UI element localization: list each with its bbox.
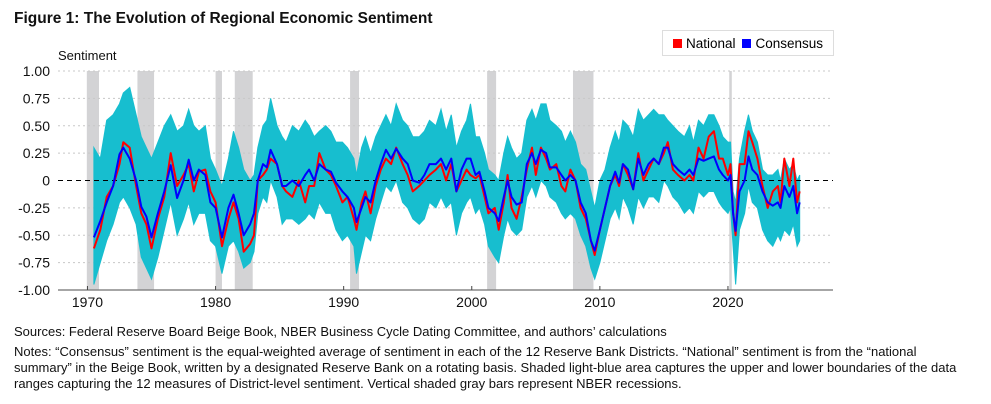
- legend-item-consensus: Consensus: [742, 36, 823, 51]
- national-swatch: [672, 38, 682, 48]
- y-tick-label: 0.25: [23, 145, 50, 161]
- legend-label: National: [685, 35, 736, 51]
- y-tick-label: -0.50: [18, 227, 50, 243]
- national-line: [92, 130, 801, 256]
- y-tick-label: -0.25: [18, 200, 50, 216]
- x-tick-label: 2020: [712, 294, 743, 310]
- x-tick-label: 2000: [456, 294, 487, 310]
- y-tick-label: 1.00: [23, 63, 50, 79]
- sources-text: Sources: Federal Reserve Board Beige Boo…: [14, 324, 667, 339]
- x-tick-label: 2010: [584, 294, 615, 310]
- y-tick-label: 0.75: [23, 90, 50, 106]
- chart-title: Figure 1: The Evolution of Regional Econ…: [14, 10, 433, 27]
- district-range-band: [93, 86, 801, 285]
- y-axis-label: Sentiment: [58, 48, 117, 63]
- legend-item-national: National: [672, 35, 736, 51]
- y-tick-label: -0.75: [18, 255, 50, 271]
- y-tick-label: -1.00: [18, 282, 50, 298]
- x-tick-label: 1980: [200, 294, 231, 310]
- x-tick-label: 1970: [72, 294, 103, 310]
- legend: National Consensus: [662, 30, 834, 56]
- y-tick-label: 0.50: [23, 118, 50, 134]
- consensus-swatch: [742, 38, 752, 48]
- legend-label: Consensus: [755, 35, 824, 51]
- consensus-line: [92, 146, 801, 252]
- notes-text: Notes: “Consensus” sentiment is the equa…: [14, 344, 957, 391]
- x-tick-label: 1990: [328, 294, 359, 310]
- y-tick-label: 0: [42, 173, 50, 189]
